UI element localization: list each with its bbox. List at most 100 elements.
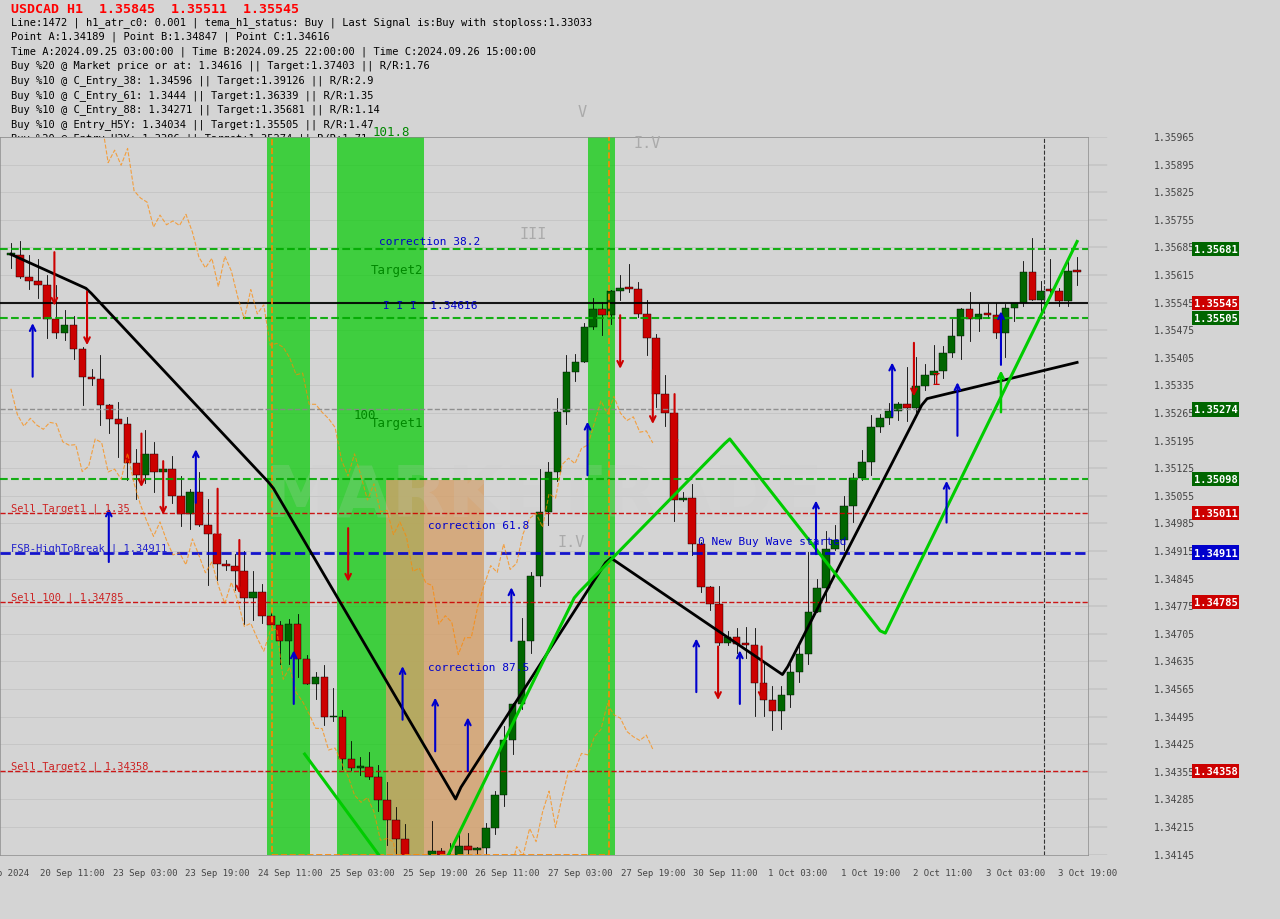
Text: 3 Oct 19:00: 3 Oct 19:00	[1059, 868, 1117, 878]
Bar	[877, 418, 883, 427]
Bar	[769, 700, 776, 711]
Bar	[760, 683, 767, 700]
Bar	[97, 380, 104, 405]
Bar	[707, 587, 713, 605]
Bar	[348, 759, 355, 768]
Bar	[142, 455, 148, 475]
Text: 1.34215: 1.34215	[1153, 823, 1196, 832]
Bar	[35, 282, 41, 285]
Bar	[940, 354, 946, 371]
Bar	[984, 313, 991, 315]
Bar	[151, 455, 157, 472]
Text: 23 Sep 03:00: 23 Sep 03:00	[113, 868, 178, 878]
Bar	[88, 378, 95, 380]
Bar	[966, 310, 973, 320]
Bar	[724, 637, 731, 643]
Text: 1.34985: 1.34985	[1153, 519, 1196, 528]
Text: USDCAD H1  1.35845  1.35511  1.35545: USDCAD H1 1.35845 1.35511 1.35545	[10, 3, 300, 16]
Bar	[993, 315, 1000, 335]
Bar	[1029, 272, 1036, 301]
Bar	[339, 718, 346, 759]
Text: 25 Sep 03:00: 25 Sep 03:00	[330, 868, 396, 878]
Text: Point A:1.34189 | Point B:1.34847 | Point C:1.34616: Point A:1.34189 | Point B:1.34847 | Poin…	[10, 31, 330, 42]
Text: 30 Sep 11:00: 30 Sep 11:00	[692, 868, 758, 878]
Bar	[957, 310, 964, 337]
Text: III: III	[520, 227, 547, 242]
Bar	[321, 677, 328, 718]
Bar	[931, 371, 937, 376]
Text: 27 Sep 19:00: 27 Sep 19:00	[621, 868, 685, 878]
Bar	[563, 372, 570, 413]
Text: 1.35505: 1.35505	[1193, 314, 1238, 324]
Bar	[1065, 271, 1071, 302]
Text: Buy %10 @ C_Entry_88: 1.34271 || Target:1.35681 || R/R:1.14: Buy %10 @ C_Entry_88: 1.34271 || Target:…	[10, 104, 380, 115]
Bar	[259, 593, 265, 617]
Text: Buy %10 @ C_Entry_61: 1.3444 || Target:1.36339 || R/R:1.35: Buy %10 @ C_Entry_61: 1.3444 || Target:1…	[10, 89, 374, 100]
Bar	[106, 405, 113, 419]
Text: 1.35098: 1.35098	[1193, 474, 1238, 484]
Bar	[1011, 304, 1018, 309]
Bar	[751, 645, 758, 683]
Bar	[671, 414, 677, 501]
Bar	[214, 534, 220, 564]
Bar	[366, 767, 372, 777]
Text: 1.34355: 1.34355	[1153, 767, 1196, 777]
Text: 1.34775: 1.34775	[1153, 602, 1196, 611]
Text: 1.35965: 1.35965	[1153, 133, 1196, 142]
Bar	[581, 327, 588, 362]
Text: correction 87.5: correction 87.5	[428, 663, 530, 673]
Bar	[527, 576, 534, 641]
Bar	[823, 550, 829, 588]
Text: Target1: Target1	[371, 417, 424, 430]
Bar	[483, 828, 489, 848]
Bar	[187, 493, 193, 515]
Bar	[266, 138, 310, 855]
Text: 3 Oct 03:00: 3 Oct 03:00	[986, 868, 1044, 878]
Bar	[357, 766, 364, 768]
Text: I: I	[931, 372, 941, 388]
Text: Sell Target1 | 1.35: Sell Target1 | 1.35	[10, 503, 129, 514]
Text: Target 161: 1.36879 || Target 261: 1.36339 || Target 423: 1.37403 || Target 685:: Target 161: 1.36879 || Target 261: 1.363…	[10, 162, 755, 173]
Text: 1.34285: 1.34285	[1153, 795, 1196, 804]
Text: 2 Oct 11:00: 2 Oct 11:00	[914, 868, 973, 878]
Text: 1.35545: 1.35545	[1193, 299, 1238, 308]
Text: 1.35615: 1.35615	[1153, 271, 1196, 280]
Text: V: V	[577, 105, 586, 119]
Bar	[859, 462, 865, 479]
Text: 24 Sep 11:00: 24 Sep 11:00	[257, 868, 323, 878]
Bar	[303, 659, 310, 684]
Bar	[384, 800, 390, 821]
Bar	[124, 425, 131, 464]
Bar	[375, 138, 425, 855]
Text: 1.34705: 1.34705	[1153, 630, 1196, 639]
Text: 1.34845: 1.34845	[1153, 574, 1196, 584]
Bar	[276, 625, 283, 641]
Bar	[61, 326, 68, 334]
Bar	[850, 479, 856, 506]
Text: 1.35475: 1.35475	[1153, 326, 1196, 335]
Bar	[518, 641, 525, 704]
Bar	[644, 314, 650, 338]
Text: 26 Sep 11:00: 26 Sep 11:00	[475, 868, 540, 878]
Bar	[742, 643, 749, 645]
Bar	[241, 571, 247, 598]
Bar	[196, 493, 202, 526]
Bar	[1038, 291, 1044, 301]
Bar	[796, 654, 803, 673]
Text: MARKETRADE: MARKETRADE	[265, 461, 823, 530]
Bar	[913, 387, 919, 408]
Bar	[492, 795, 498, 828]
Text: 1.34915: 1.34915	[1153, 547, 1196, 556]
Bar	[79, 349, 86, 378]
Bar	[626, 288, 632, 289]
Bar	[509, 704, 516, 740]
Bar	[17, 256, 23, 278]
Text: 1.35545: 1.35545	[1153, 299, 1196, 308]
Bar	[500, 740, 507, 795]
Text: 1.35825: 1.35825	[1153, 188, 1196, 198]
Bar	[338, 138, 375, 855]
Text: Buy %20 @ Market price or at: 1.34616 || Target:1.37403 || R/R:1.76: Buy %20 @ Market price or at: 1.34616 ||…	[10, 61, 430, 71]
Bar	[44, 285, 50, 320]
Bar	[733, 637, 740, 644]
Bar	[456, 846, 462, 876]
